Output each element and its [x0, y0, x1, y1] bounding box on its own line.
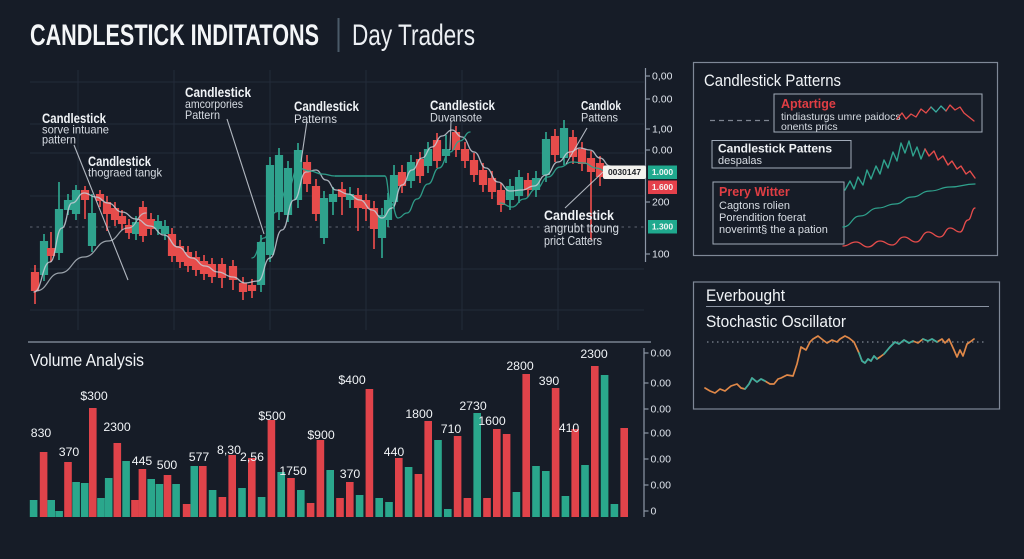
svg-text:390: 390	[539, 374, 560, 388]
svg-text:100: 100	[652, 249, 670, 261]
svg-text:Day Traders: Day Traders	[352, 19, 475, 52]
svg-text:370: 370	[340, 467, 361, 481]
svg-text:0: 0	[651, 506, 657, 518]
svg-text:1750: 1750	[279, 464, 307, 478]
svg-text:Volume Analysis: Volume Analysis	[30, 350, 144, 370]
svg-text:1.300: 1.300	[652, 222, 674, 232]
svg-text:sorve intuane: sorve intuane	[42, 122, 109, 136]
svg-text:Candlestick Patterns: Candlestick Patterns	[704, 71, 841, 90]
svg-text:$300: $300	[80, 389, 108, 403]
svg-text:Prery Witter: Prery Witter	[719, 185, 790, 199]
svg-text:pattern: pattern	[42, 133, 76, 147]
svg-text:despalas: despalas	[718, 155, 763, 167]
svg-text:410: 410	[559, 421, 580, 435]
svg-text:Pattens: Pattens	[581, 113, 618, 125]
svg-text:0.00: 0.00	[652, 94, 673, 106]
svg-text:1600: 1600	[478, 414, 506, 428]
svg-text:Candlestick Pattens: Candlestick Pattens	[718, 142, 832, 156]
svg-text:710: 710	[441, 422, 462, 436]
svg-text:0.00: 0.00	[652, 145, 673, 157]
svg-text:thograed tangk: thograed tangk	[88, 166, 163, 180]
svg-text:440: 440	[384, 445, 405, 459]
svg-text:Patterns: Patterns	[294, 112, 337, 126]
svg-text:tindiasturgs umre paidocs: tindiasturgs umre paidocs	[781, 111, 901, 123]
svg-text:0.00: 0.00	[651, 480, 672, 492]
svg-text:Stochastic Oscillator: Stochastic Oscillator	[706, 312, 846, 331]
svg-text:Everbought: Everbought	[706, 286, 785, 305]
svg-text:angrubt ttoung: angrubt ttoung	[544, 222, 619, 236]
svg-text:2300: 2300	[103, 420, 131, 434]
svg-text:2800: 2800	[506, 359, 534, 373]
svg-text:0.00: 0.00	[651, 454, 672, 466]
svg-text:amcorpories: amcorpories	[185, 97, 243, 111]
svg-text:Duvansote: Duvansote	[430, 111, 482, 125]
svg-text:Cagtons rolien: Cagtons rolien	[719, 200, 790, 212]
svg-text:500: 500	[157, 458, 178, 472]
svg-text:0.00: 0.00	[651, 378, 672, 390]
svg-text:noverimt§ the a pation: noverimt§ the a pation	[719, 224, 828, 236]
svg-text:Aptartige: Aptartige	[781, 97, 836, 111]
svg-text:200: 200	[652, 197, 670, 209]
svg-text:Porendition foerat: Porendition foerat	[719, 212, 806, 224]
svg-text:0030147: 0030147	[608, 167, 641, 177]
svg-text:2,56: 2,56	[240, 450, 264, 464]
svg-text:$500: $500	[258, 409, 286, 423]
svg-text:Candlestick: Candlestick	[430, 98, 495, 113]
svg-text:1800: 1800	[405, 407, 433, 421]
svg-text:Candlestick: Candlestick	[88, 154, 151, 169]
svg-text:$400: $400	[338, 373, 366, 387]
svg-text:Pattern: Pattern	[185, 108, 220, 122]
svg-text:onents prics: onents prics	[781, 121, 838, 133]
svg-text:0.00: 0.00	[651, 404, 672, 416]
svg-text:577: 577	[189, 450, 210, 464]
svg-text:370: 370	[59, 445, 80, 459]
svg-text:Candlestick: Candlestick	[185, 85, 251, 100]
svg-text:0.00: 0.00	[651, 348, 672, 360]
svg-text:0,00: 0,00	[652, 71, 673, 83]
svg-text:1.600: 1.600	[652, 182, 674, 192]
svg-text:Candlok: Candlok	[581, 99, 622, 113]
svg-text:830: 830	[31, 426, 52, 440]
svg-text:2300: 2300	[580, 347, 608, 361]
svg-text:CANDLESTICK INDITATONS: CANDLESTICK INDITATONS	[30, 19, 319, 52]
svg-text:0.00: 0.00	[651, 428, 672, 440]
svg-text:445: 445	[132, 454, 153, 468]
svg-text:Candlestick: Candlestick	[544, 207, 614, 223]
svg-text:1.000: 1.000	[652, 167, 674, 177]
svg-text:2730: 2730	[459, 399, 487, 413]
svg-text:prict Catters: prict Catters	[544, 234, 602, 248]
svg-text:8,30: 8,30	[217, 443, 241, 457]
svg-text:$900: $900	[307, 428, 335, 442]
svg-text:Candlestick: Candlestick	[42, 111, 106, 126]
svg-text:1,00: 1,00	[652, 124, 673, 136]
svg-text:Candlestick: Candlestick	[294, 99, 359, 114]
